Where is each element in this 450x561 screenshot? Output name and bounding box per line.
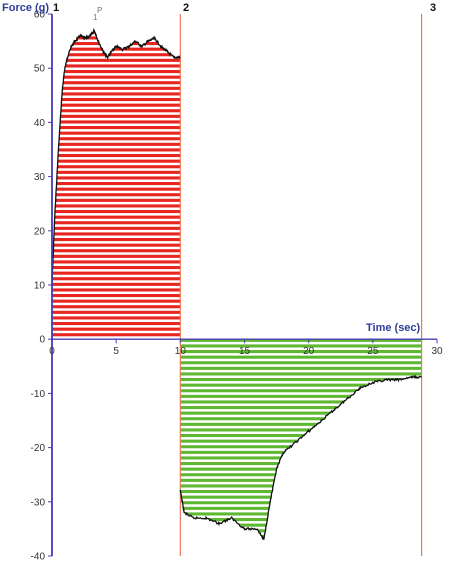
marker-label-1: 1 (53, 2, 59, 14)
x-tick-label: 15 (239, 346, 251, 357)
y-tick-label: 40 (34, 118, 46, 129)
y-tick-label: -40 (31, 552, 46, 561)
y-tick-label: 20 (34, 226, 46, 237)
marker-label-2: 2 (183, 2, 189, 14)
x-tick-label: 10 (175, 346, 187, 357)
y-tick-label: -10 (31, 389, 46, 400)
x-tick-label: 25 (367, 346, 379, 357)
x-tick-label: 0 (49, 346, 55, 357)
y-axis-title: Force (g) (2, 2, 49, 14)
y-tick-label: 0 (39, 335, 45, 346)
y-tick-label: 10 (34, 281, 46, 292)
force-trace-line (179, 374, 422, 540)
peak-annotation-sublabel: 1 (93, 13, 98, 22)
force-trace-line (51, 27, 181, 286)
tick-labels: 60 50 40 30 20 10 0 -10 -20 -30 -40 0 5 10 15 20 25 30 (31, 10, 443, 561)
y-tick-label: -20 (31, 443, 46, 454)
y-tick-label: 30 (34, 172, 46, 183)
peak-annotation-label: P (97, 6, 102, 15)
force-trace (51, 27, 422, 540)
area-fills (52, 30, 422, 540)
x-tick-label: 20 (303, 346, 315, 357)
y-tick-label: 50 (34, 64, 46, 75)
y-tick-label: -30 (31, 497, 46, 508)
x-axis-title: Time (sec) (366, 322, 421, 334)
marker-label-3: 3 (430, 2, 436, 14)
x-tick-label: 5 (113, 346, 119, 357)
y-tick-label: 60 (34, 10, 46, 21)
x-tick-label: 30 (431, 346, 443, 357)
